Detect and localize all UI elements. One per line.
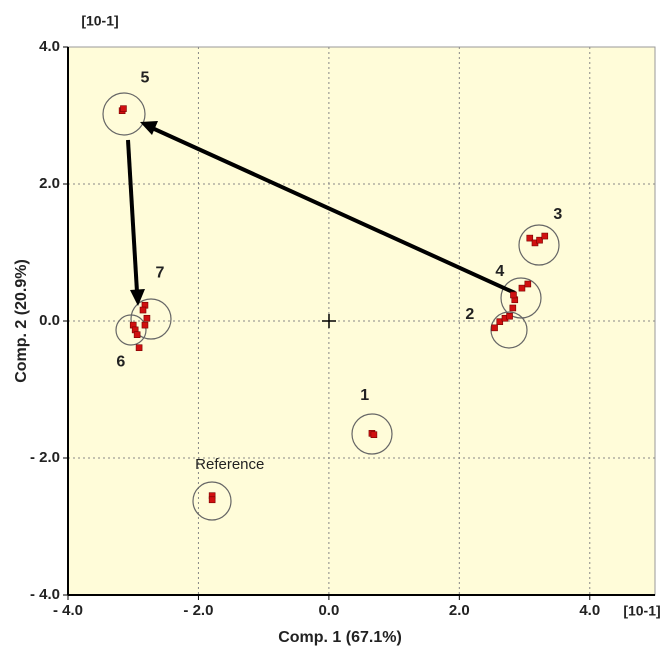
points	[118, 105, 549, 504]
x-axis-title: Comp. 1 (67.1%)	[278, 629, 402, 646]
point	[135, 344, 143, 352]
group-label: 7	[156, 264, 165, 281]
ring	[192, 481, 232, 521]
group-rings	[102, 92, 560, 521]
group-label: 1	[360, 387, 369, 404]
plot-area	[67, 46, 656, 596]
y-unit: [10-1]	[81, 13, 118, 29]
point	[141, 321, 149, 329]
point	[491, 324, 498, 332]
ring	[115, 314, 147, 346]
group-label: 5	[141, 70, 150, 87]
arrowhead	[140, 121, 158, 135]
point	[524, 280, 532, 288]
point	[208, 496, 216, 504]
y-tick-label: 0.0	[39, 312, 60, 329]
ring	[102, 92, 146, 136]
point	[518, 284, 526, 292]
x-unit: [10-1]	[623, 603, 660, 619]
x-tick-label: - 2.0	[183, 602, 213, 619]
group-label: 4	[495, 263, 504, 280]
point	[526, 234, 534, 242]
grid	[68, 47, 655, 595]
point	[139, 306, 147, 314]
x-tick-label: 4.0	[579, 602, 600, 619]
ring	[490, 311, 528, 349]
point	[536, 236, 543, 244]
point	[506, 312, 513, 320]
x-tick-label: 2.0	[449, 602, 470, 619]
arrowhead	[130, 289, 145, 306]
group-label: 6	[116, 353, 125, 370]
y-tick-label: - 4.0	[30, 586, 60, 603]
ring	[130, 298, 172, 340]
point	[370, 431, 378, 439]
point	[496, 318, 504, 325]
point	[120, 105, 127, 112]
point	[541, 232, 549, 240]
ring	[518, 224, 560, 266]
group-label: Reference	[195, 456, 264, 473]
x-tick-label: - 4.0	[53, 602, 83, 619]
x-tick-label: 0.0	[318, 602, 339, 619]
y-tick-label: - 2.0	[30, 449, 60, 466]
arrows	[126, 121, 516, 306]
arrow	[126, 139, 139, 293]
arrow	[149, 125, 516, 295]
point	[133, 331, 141, 339]
point	[510, 291, 517, 299]
y-axis-title: Comp. 2 (20.9%)	[13, 259, 30, 383]
ring	[351, 413, 393, 455]
group-label: 3	[553, 206, 562, 223]
point	[509, 304, 517, 312]
point	[143, 314, 151, 322]
group-label: 2	[465, 306, 474, 323]
y-tick-label: 4.0	[39, 38, 60, 55]
ring	[500, 277, 542, 319]
y-tick-label: 2.0	[39, 175, 60, 192]
origin-cross	[322, 314, 336, 328]
